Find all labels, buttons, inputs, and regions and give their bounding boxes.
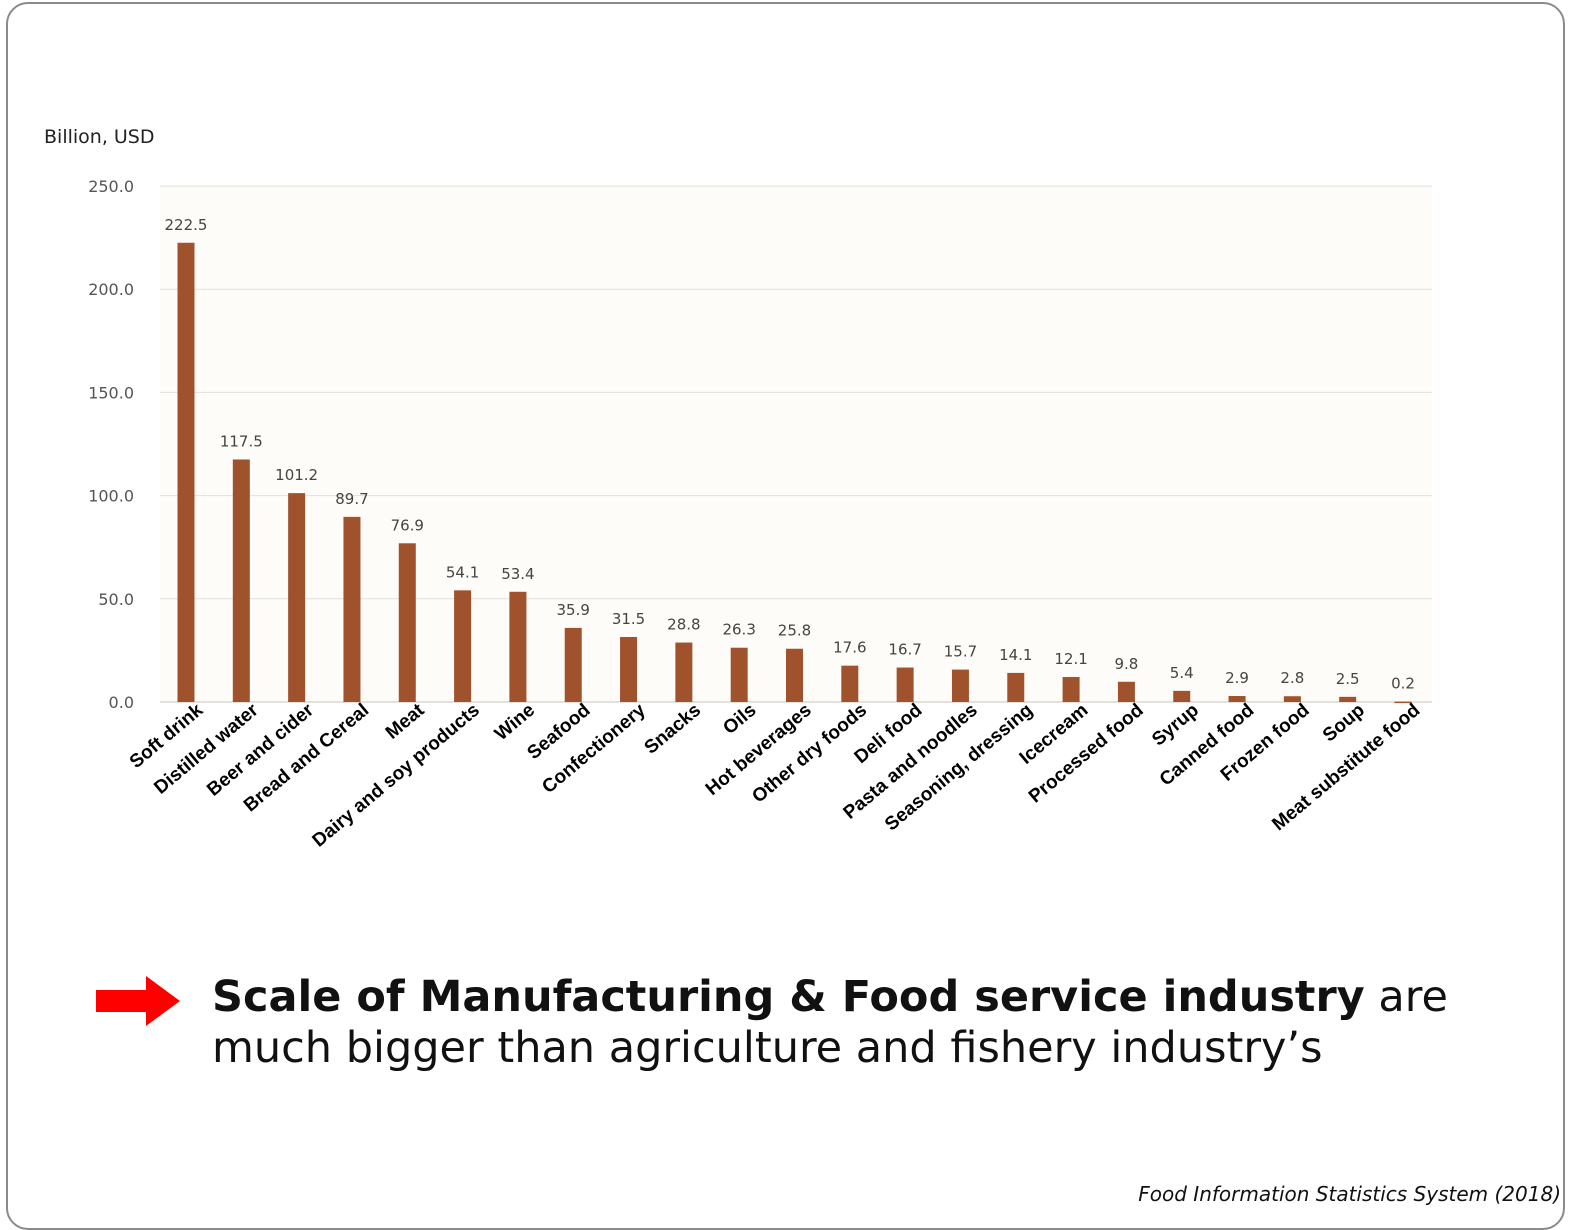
y-tick-label: 200.0 [88,280,134,299]
y-axis-unit-label: Billion, USD [44,126,155,148]
bar [343,516,361,702]
x-tick-label: Soup [1319,700,1369,747]
value-label: 53.4 [501,565,534,583]
value-label: 89.7 [335,490,368,508]
y-tick-label: 100.0 [88,487,134,506]
bar [177,242,195,702]
bar [786,648,803,702]
value-label: 2.9 [1225,669,1249,687]
plot-area [160,186,1432,702]
bars [177,242,1412,704]
bar [454,590,472,702]
value-label: 9.8 [1114,655,1138,673]
bar [1394,701,1412,704]
bar [232,459,250,702]
y-tick-label: 250.0 [88,177,134,196]
bar [620,636,638,702]
value-label: 12.1 [1054,650,1087,668]
value-label: 15.7 [944,643,977,661]
bar-chart: 0.0 50.0 100.0 150.0 200.0 250.0 222.5 117.5 10… [88,177,1432,852]
x-tick-label: Wine [491,700,539,745]
value-label: 222.5 [165,216,208,234]
bar [951,669,969,702]
value-label: 17.6 [833,639,866,657]
value-label: 28.8 [667,616,700,634]
bar [675,642,693,702]
bar [1117,681,1135,702]
bar [1339,696,1357,702]
x-tick-label: Canned food [1156,700,1258,791]
value-label: 35.9 [557,601,590,619]
value-label: 76.9 [391,516,424,534]
y-tick-label: 0.0 [109,693,134,712]
bar [896,667,914,702]
bar [841,665,859,702]
value-label: 101.2 [275,466,318,484]
x-tick-label: Meat [382,699,429,743]
bar [1173,690,1191,702]
bar [1228,696,1246,702]
value-labels: 222.5 117.5 101.2 89.7 76.9 54.1 53.4 35.9 31.5 2… [165,216,1415,693]
gridlines [160,185,1432,703]
x-tick-label: Snacks [641,700,705,759]
y-tick-label: 50.0 [98,590,134,609]
value-label: 26.3 [722,621,755,639]
bar [1062,677,1080,702]
value-label: 2.8 [1280,669,1304,687]
bar [509,591,527,702]
value-label: 2.5 [1336,670,1360,688]
source-citation: Food Information Statistics System (2018… [1138,1182,1561,1206]
value-label: 25.8 [778,622,811,640]
x-tick-label: Oils [719,700,760,739]
bar [1007,672,1025,702]
value-label: 54.1 [446,563,479,581]
value-label: 16.7 [888,641,921,659]
value-label: 14.1 [999,646,1032,664]
value-label: 31.5 [612,610,645,628]
callout-bold-text: Scale of Manufacturing & Food service in… [212,972,1365,1022]
bar [288,493,306,702]
value-label: 117.5 [220,432,263,450]
value-label: 0.2 [1391,675,1415,693]
value-label: 5.4 [1170,664,1194,682]
callout-text: Scale of Manufacturing & Food service in… [212,972,1512,1074]
y-tick-label: 150.0 [88,383,134,402]
bar [564,627,582,702]
bar [730,647,748,702]
bar [1283,696,1301,702]
y-tick-labels: 0.0 50.0 100.0 150.0 200.0 250.0 [88,177,134,712]
right-arrow-icon [96,976,180,1026]
bar [398,543,416,702]
callout-rest-text: are much bigger than agriculture and fis… [212,972,1448,1073]
